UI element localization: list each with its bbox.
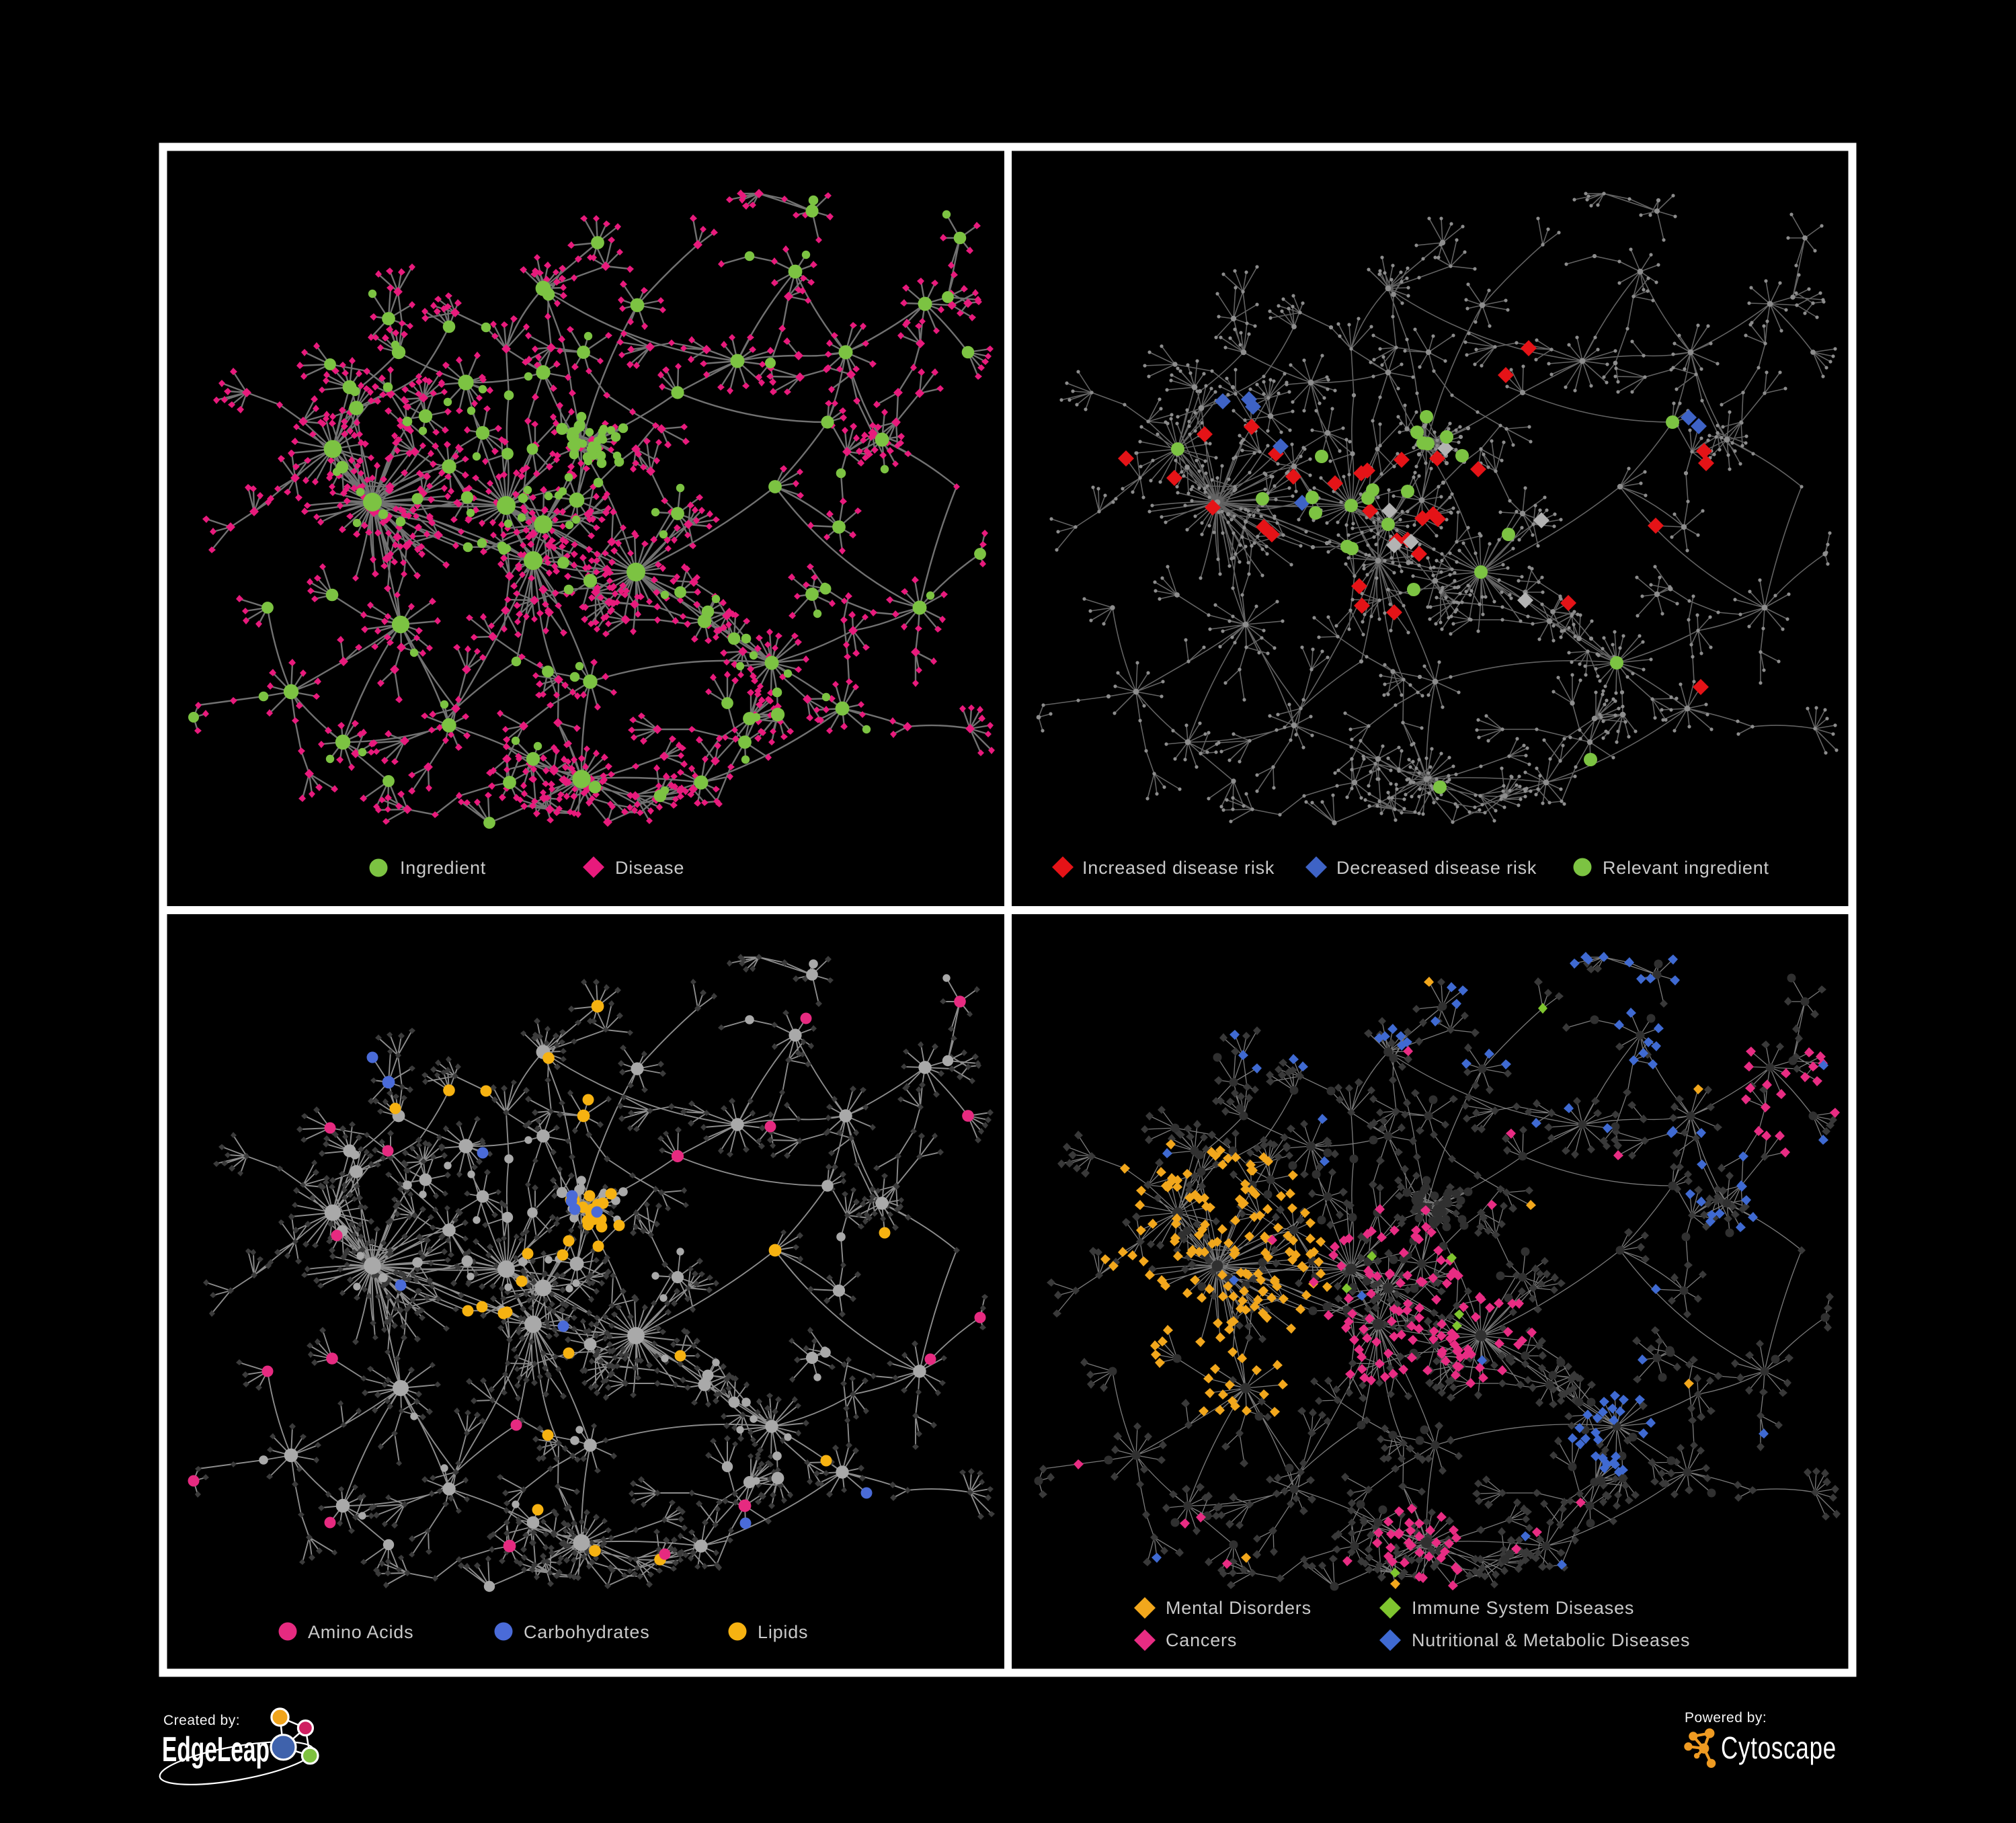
svg-text:Disease: Disease (615, 858, 684, 878)
svg-text:Decreased disease risk: Decreased disease risk (1336, 858, 1537, 878)
svg-text:EdgeLeap: EdgeLeap (162, 1730, 270, 1769)
svg-text:Relevant ingredient: Relevant ingredient (1603, 858, 1769, 878)
svg-text:Immune System Diseases: Immune System Diseases (1412, 1598, 1634, 1618)
svg-text:Carbohydrates: Carbohydrates (524, 1622, 650, 1642)
svg-text:Powered by:: Powered by: (1685, 1710, 1767, 1726)
svg-text:Cancers: Cancers (1166, 1630, 1237, 1650)
svg-text:Increased disease risk: Increased disease risk (1082, 858, 1275, 878)
svg-text:Ingredient: Ingredient (400, 858, 486, 878)
svg-text:Lipids: Lipids (758, 1622, 808, 1642)
svg-text:Cytoscape: Cytoscape (1721, 1730, 1837, 1765)
svg-text:Amino Acids: Amino Acids (308, 1622, 413, 1642)
svg-text:Nutritional & Metabolic Diseas: Nutritional & Metabolic Diseases (1412, 1630, 1690, 1650)
svg-text:Mental Disorders: Mental Disorders (1166, 1598, 1312, 1618)
svg-text:Created by:: Created by: (163, 1713, 240, 1728)
